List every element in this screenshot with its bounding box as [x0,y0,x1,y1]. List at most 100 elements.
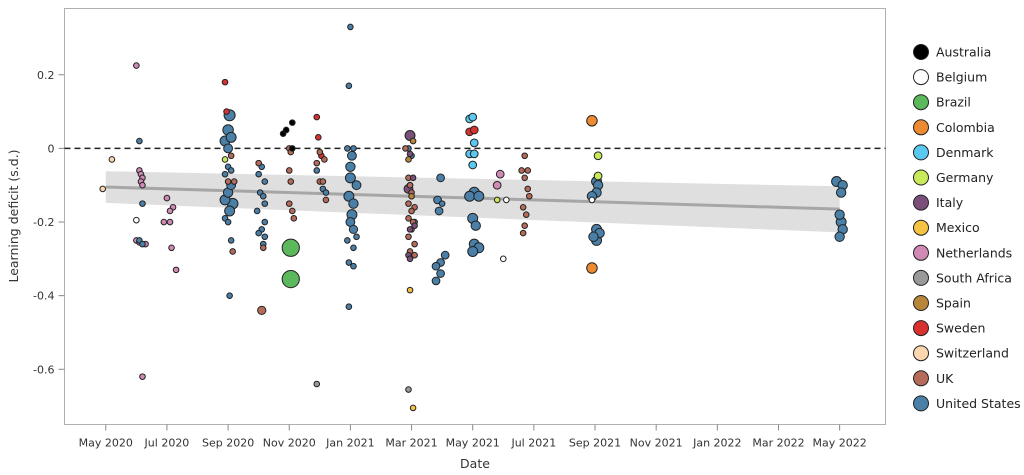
data-point-australia [289,145,296,152]
legend-swatch [913,169,929,186]
data-point-united-states [473,190,485,202]
legend-label: South Africa [936,270,1012,285]
legend-swatch [913,345,929,362]
data-point-netherlands [166,218,174,226]
legend-swatch [913,144,929,161]
data-point-uk [411,251,418,259]
x-axis-title: Date [460,456,490,471]
data-point-united-states [253,207,261,215]
x-tick-label: Mar 2021 [385,437,437,450]
data-point-switzerland [99,185,107,193]
data-point-uk [521,174,528,182]
data-point-switzerland [108,156,116,163]
legend-item-denmark: Denmark [913,144,994,161]
data-point-uk [408,207,415,215]
data-point-united-states [440,250,450,260]
data-point-denmark [468,112,478,122]
data-point-uk [524,185,532,193]
data-point-netherlands [163,194,171,202]
data-point-united-states [350,262,357,270]
legend-swatch [913,219,929,236]
legend-label: Australia [936,45,991,60]
data-point-united-states [322,189,330,196]
data-point-italy [406,150,414,158]
legend-item-sweden: Sweden [913,320,985,337]
legend-swatch [913,244,929,261]
data-point-united-states [139,200,146,207]
x-tick-label: Sep 2021 [569,437,621,450]
x-tick-label: Jul 2021 [510,437,556,450]
data-point-mexico [409,404,417,412]
data-point-sweden [314,134,322,141]
data-point-netherlands [495,169,505,179]
x-tick-label: Nov 2021 [630,437,683,450]
y-axis-title: Learning deficit (s.d.) [6,149,21,282]
data-point-spain [405,156,412,163]
data-point-netherlands [139,181,146,189]
legend-label: Spain [936,296,971,311]
data-point-united-states [351,180,362,191]
data-point-germany [593,151,603,161]
data-point-united-states [221,170,229,178]
data-point-denmark [468,160,478,170]
data-point-germany [221,156,229,163]
data-point-united-states [345,259,353,266]
legend-swatch [913,194,929,211]
data-point-uk [255,159,262,167]
data-point-uk [519,229,527,237]
data-point-united-states [464,190,476,202]
data-point-united-states [261,200,269,207]
data-point-uk [525,192,533,200]
data-point-united-states [436,173,445,183]
data-point-uk [522,211,530,218]
data-point-colombia [586,262,598,274]
y-tick-label: 0.2 [37,69,55,82]
y-tick-label: -0.4 [33,290,54,303]
data-point-netherlands [168,244,175,252]
data-points-layer [99,23,848,412]
legend-swatch [913,295,929,311]
data-point-italy [409,174,417,182]
data-point-uk [405,233,412,241]
data-point-uk [227,152,235,160]
data-point-germany [593,171,603,181]
x-tick-label: Mar 2022 [752,437,804,450]
data-point-united-states [350,244,357,252]
legend-swatch [913,269,929,286]
data-point-united-states [344,145,351,152]
data-point-united-states [470,220,481,231]
data-point-united-states [431,261,441,271]
data-point-uk [316,148,324,156]
data-point-sweden [469,125,479,135]
data-point-uk [290,215,298,222]
data-point-united-states [224,218,232,226]
data-point-united-states [835,187,847,198]
data-point-united-states [227,167,235,174]
data-point-united-states [255,170,262,178]
data-point-netherlands [160,218,168,226]
data-point-uk [319,178,327,185]
data-point-united-states [223,143,234,154]
legend-item-mexico: Mexico [913,219,980,236]
legend-label: Belgium [936,70,987,85]
data-point-australia [289,119,296,126]
data-point-united-states [345,82,353,90]
data-point-united-states [431,276,441,286]
data-point-united-states [136,137,143,145]
data-point-south-africa [405,386,412,393]
y-axis: 0.2 0 -0.2 -0.4 -0.6 [33,69,65,376]
data-point-united-states [588,231,599,242]
data-point-united-states [467,245,479,257]
y-tick-label: 0 [48,142,55,155]
data-point-united-states [224,205,236,217]
data-point-united-states [261,218,269,226]
data-point-united-states [350,145,357,152]
data-point-italy [406,255,414,263]
data-point-united-states [438,200,446,207]
legend-item-italy: Italy [913,194,964,211]
data-point-netherlands [492,180,502,190]
x-tick-label: May 2022 [813,437,867,450]
data-point-sweden [223,108,230,115]
legend-label: Switzerland [936,346,1009,361]
y-tick-label: -0.6 [33,363,54,376]
